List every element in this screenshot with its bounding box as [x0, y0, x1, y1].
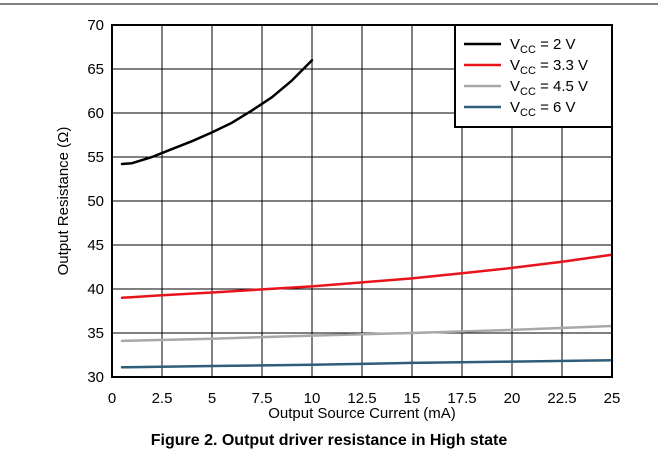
legend-label: VCC = 2 V	[510, 36, 576, 56]
y-tick-label: 60	[87, 105, 104, 122]
y-tick-label: 35	[87, 325, 104, 342]
legend-label: VCC = 3.3 V	[510, 57, 588, 77]
y-tick-label: 70	[87, 17, 104, 34]
legend-label-main: V	[510, 57, 520, 74]
x-tick-label: 25	[604, 390, 621, 407]
series-line-1	[120, 253, 614, 300]
plot-frame	[111, 24, 613, 378]
legend-label-main: V	[510, 99, 520, 116]
x-tick-label: 0	[108, 390, 116, 407]
x-tick-labels: 0 2.5 5 7.5 10 12.5 15 17.5 20 22.5 25	[108, 390, 621, 407]
x-tick-label: 12.5	[347, 390, 376, 407]
x-tick-label: 15	[404, 390, 421, 407]
legend-label-value: = 6 V	[536, 99, 576, 116]
legend-label-value: = 4.5 V	[536, 78, 588, 95]
series-layer	[120, 58, 614, 369]
legend-label-subscript: CC	[520, 107, 536, 119]
y-tick-label: 50	[87, 193, 104, 210]
series-line-2	[120, 324, 614, 343]
legend-label-subscript: CC	[520, 44, 536, 56]
x-tick-label: 17.5	[447, 390, 476, 407]
legend-label-main: V	[510, 36, 520, 53]
y-tick-label: 65	[87, 61, 104, 78]
y-tick-label: 30	[87, 369, 104, 386]
legend-label-value: = 2 V	[536, 36, 576, 53]
legend-label-main: V	[510, 78, 520, 95]
y-tick-labels: 30 35 40 45 50 55 60 65 70	[87, 17, 104, 386]
x-tick-label: 7.5	[252, 390, 273, 407]
legend-label: VCC = 6 V	[510, 99, 576, 119]
y-tick-label: 45	[87, 237, 104, 254]
y-tick-label: 55	[87, 149, 104, 166]
legend-label: VCC = 4.5 V	[510, 78, 588, 98]
x-tick-label: 5	[208, 390, 216, 407]
x-tick-label: 20	[504, 390, 521, 407]
line-chart: 0 2.5 5 7.5 10 12.5 15 17.5 20 22.5 25 30 35 40 45 50 5…	[0, 3, 658, 422]
x-tick-label: 10	[304, 390, 321, 407]
series-line-3	[120, 359, 614, 369]
series-line-0	[120, 58, 314, 166]
legend-box	[454, 24, 613, 128]
x-tick-label: 2.5	[152, 390, 173, 407]
legend-label-value: = 3.3 V	[536, 57, 588, 74]
legend-label-subscript: CC	[520, 86, 536, 98]
y-tick-label: 40	[87, 281, 104, 298]
y-axis-label: Output Resistance (Ω)	[55, 127, 72, 276]
x-tick-label: 22.5	[547, 390, 576, 407]
figure-caption: Figure 2. Output driver resistance in Hi…	[150, 432, 508, 449]
x-axis-label: Output Source Current (mA)	[268, 405, 456, 422]
legend-label-subscript: CC	[520, 65, 536, 77]
